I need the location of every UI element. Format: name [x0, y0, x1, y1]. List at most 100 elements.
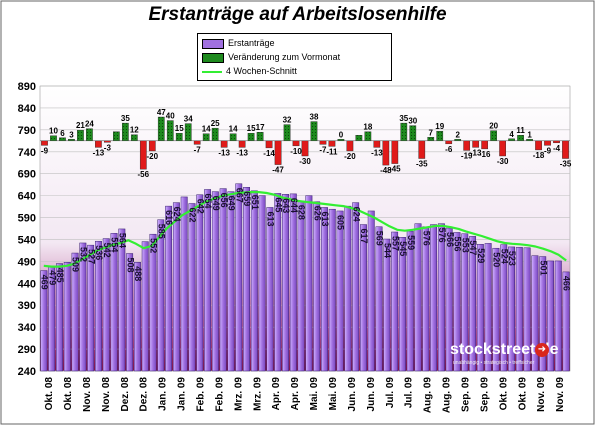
- y-tick-label: 740: [18, 147, 36, 159]
- change-value-label: -14: [263, 149, 275, 158]
- bar-erstantraege: [95, 240, 102, 372]
- bar-change-positive: [490, 130, 497, 142]
- x-tick-label: Okt. 08: [63, 377, 74, 411]
- bar-value-label: 536: [94, 245, 104, 260]
- bar-change-negative: [382, 140, 390, 166]
- bar-value-label: 508: [125, 257, 135, 272]
- bar-erstantraege: [360, 224, 367, 372]
- bar-value-label: 613: [266, 211, 276, 226]
- change-value-label: -7: [194, 145, 202, 154]
- change-layer: [40, 116, 570, 170]
- bar-value-label: 643: [281, 198, 291, 213]
- bar-value-label: 552: [149, 238, 159, 253]
- bar-value-label: 642: [195, 199, 205, 214]
- bar-erstantraege: [282, 194, 289, 372]
- bar-erstantraege: [297, 200, 305, 372]
- change-value-label: -13: [470, 148, 482, 157]
- change-value-label: -47: [272, 166, 284, 175]
- change-value-label: 18: [363, 123, 372, 132]
- bar-erstantraege: [453, 232, 461, 372]
- bar-change-negative: [346, 140, 354, 152]
- change-value-label: -30: [299, 157, 311, 166]
- bar-erstantraege: [484, 243, 492, 372]
- bar-value-label: 626: [312, 206, 322, 221]
- x-tick-label: Jan. 09: [177, 377, 188, 411]
- x-tick-label: Mrz. 09: [252, 377, 263, 411]
- change-value-label: 4: [509, 130, 514, 139]
- bar-erstantraege: [430, 224, 438, 372]
- x-tick-label: Nov. 09: [555, 377, 566, 412]
- bar-change-positive: [130, 134, 138, 142]
- change-value-label: 47: [157, 108, 166, 117]
- bar-erstantraege: [157, 219, 165, 372]
- bar-change-negative: [292, 140, 300, 147]
- bar-value-label: 616: [164, 210, 174, 225]
- bar-erstantraege: [336, 210, 344, 372]
- bar-erstantraege: [539, 256, 547, 372]
- bar-change-positive: [113, 131, 120, 142]
- bar-erstantraege: [165, 205, 173, 372]
- bar-value-label: 654: [203, 193, 213, 208]
- change-value-label: -56: [138, 170, 150, 179]
- change-value-label: 35: [399, 114, 408, 123]
- change-value-label: -9: [41, 146, 49, 155]
- bar-value-label: 649: [211, 196, 221, 211]
- bar-change-negative: [328, 140, 336, 147]
- bar-value-label: 557: [390, 236, 400, 251]
- change-value-label: 3: [69, 130, 74, 139]
- bar-change-negative: [562, 140, 569, 159]
- bar-value-label: 524: [499, 249, 509, 264]
- x-tick-label: Mai. 09: [328, 377, 339, 411]
- change-value-label: 2: [455, 130, 460, 139]
- change-value-label: 34: [184, 115, 193, 124]
- bar-value-label: 651: [250, 195, 260, 210]
- bar-erstantraege: [110, 233, 118, 372]
- bar-change-negative: [418, 140, 426, 159]
- y-tick-label: 340: [18, 322, 36, 334]
- bar-change-positive: [166, 120, 174, 142]
- line-4-wochen-schnitt: [43, 191, 567, 268]
- change-value-label: 17: [256, 123, 265, 132]
- y-tick-label: 690: [18, 169, 36, 181]
- x-tick-label: Jul. 09: [385, 377, 396, 409]
- x-tick-label: Mai. 09: [309, 377, 320, 411]
- bar-erstantraege: [375, 226, 383, 372]
- bar-change-negative: [319, 140, 327, 145]
- bar-change-positive: [77, 129, 84, 142]
- bar-change-negative: [391, 140, 399, 164]
- bar-value-label: 527: [86, 249, 96, 264]
- change-value-label: -19: [461, 151, 473, 160]
- bar-change-positive: [427, 137, 435, 142]
- x-tick-label: Jul. 09: [404, 377, 415, 409]
- bar-value-label: 488: [133, 266, 143, 281]
- bar-erstantraege: [56, 263, 63, 372]
- bar-change-positive: [409, 125, 417, 142]
- change-value-label: -3: [104, 143, 112, 152]
- bar-change-negative: [139, 140, 147, 170]
- bar-change-negative: [265, 140, 273, 149]
- bar-erstantraege: [328, 208, 336, 372]
- bar-erstantraege: [102, 238, 110, 372]
- legend-swatch-purple: [202, 38, 224, 49]
- bar-value-label: 485: [55, 268, 65, 283]
- change-value-label: 32: [283, 116, 292, 125]
- bar-change-negative: [373, 140, 381, 148]
- change-value-label: 38: [310, 113, 319, 122]
- y-tick-label: 240: [18, 366, 36, 378]
- bar-erstantraege: [547, 260, 554, 372]
- bar-change-positive: [175, 133, 183, 142]
- change-value-label: -13: [236, 148, 248, 157]
- change-value-label: -9: [544, 146, 552, 155]
- legend-item-schnitt: 4 Wochen-Schnitt: [202, 64, 297, 78]
- bar-value-label: 520: [492, 252, 502, 267]
- bar-value-label: 624: [351, 207, 361, 222]
- bar-erstantraege: [219, 188, 227, 372]
- bar-erstantraege: [391, 231, 399, 372]
- bar-change-negative: [535, 140, 542, 151]
- bar-change-positive: [364, 131, 372, 142]
- bar-erstantraege: [211, 191, 219, 372]
- y-tick-label: 790: [18, 125, 36, 137]
